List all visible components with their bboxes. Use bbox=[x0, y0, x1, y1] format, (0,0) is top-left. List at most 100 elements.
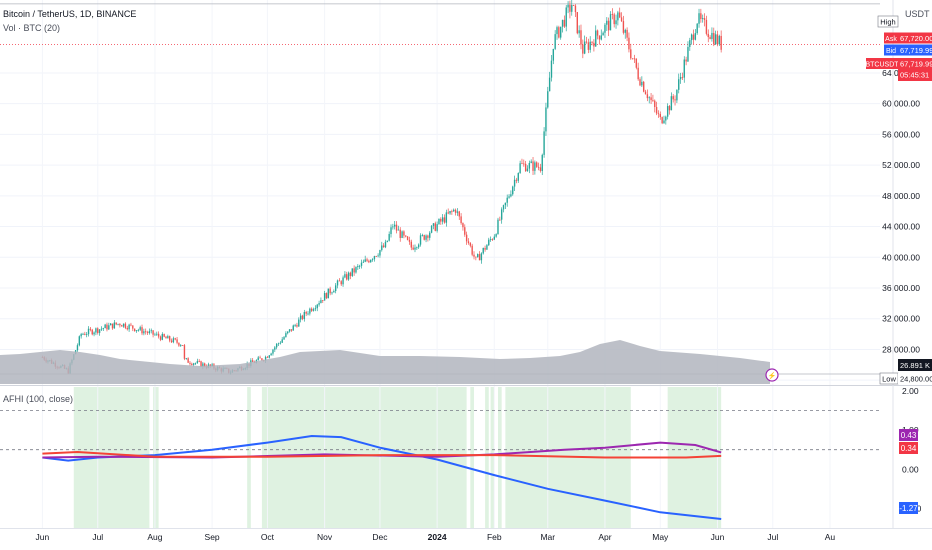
candle-body bbox=[709, 37, 711, 39]
high-label-bg bbox=[877, 15, 899, 28]
candle-body bbox=[689, 40, 691, 47]
candle-body bbox=[395, 224, 398, 231]
candle-body bbox=[349, 272, 352, 276]
candle-body bbox=[661, 117, 663, 124]
candle-body bbox=[532, 161, 534, 171]
candle-body bbox=[703, 18, 706, 20]
candle-body bbox=[119, 323, 121, 326]
candle-body bbox=[569, 4, 571, 12]
currency-label[interactable]: USDT bbox=[905, 9, 930, 19]
candle-body bbox=[716, 34, 719, 45]
candle-body bbox=[327, 288, 330, 299]
candle-body bbox=[663, 120, 665, 124]
candle-body bbox=[128, 324, 130, 330]
candle-body bbox=[556, 27, 558, 35]
alert-icon bbox=[765, 368, 779, 382]
candle-body bbox=[609, 14, 612, 31]
candle-body bbox=[637, 67, 639, 80]
candle-body bbox=[156, 333, 158, 335]
candle-body bbox=[183, 345, 186, 359]
candle-body bbox=[611, 14, 614, 16]
candle-body bbox=[209, 364, 211, 367]
time-tick-label: Dec bbox=[372, 532, 388, 542]
candle-body bbox=[465, 234, 468, 242]
candle-body bbox=[456, 211, 459, 213]
candle-body bbox=[630, 49, 632, 59]
candle-body bbox=[362, 261, 365, 263]
candle-body bbox=[303, 312, 306, 320]
candle-body bbox=[576, 12, 578, 34]
candle-body bbox=[181, 345, 184, 346]
candle-body bbox=[458, 211, 460, 217]
candle-body bbox=[76, 345, 79, 351]
candle-body bbox=[626, 29, 628, 38]
price-tick-label: 60,000.00 bbox=[882, 99, 920, 109]
time-tick-label: Jun bbox=[36, 532, 50, 542]
candle-body bbox=[408, 239, 411, 242]
candle-body bbox=[565, 7, 567, 27]
candle-body bbox=[425, 235, 427, 240]
candle-body bbox=[718, 35, 721, 45]
candle-body bbox=[489, 239, 492, 240]
candle-body bbox=[270, 353, 272, 356]
candle-body bbox=[386, 240, 389, 242]
candle-body bbox=[486, 245, 488, 250]
candle-body bbox=[122, 323, 125, 327]
candle-body bbox=[679, 77, 682, 80]
candle-body bbox=[460, 216, 462, 224]
candle-body bbox=[412, 247, 414, 250]
candle-body bbox=[499, 219, 501, 221]
candle-body bbox=[287, 331, 289, 334]
candle-body bbox=[622, 21, 625, 33]
candle-body bbox=[619, 12, 621, 18]
candle-body bbox=[578, 30, 580, 34]
oscillator-tick-label: 0.00 bbox=[902, 464, 919, 474]
candle-body bbox=[288, 329, 291, 332]
candle-body bbox=[274, 347, 276, 350]
candle-body bbox=[484, 247, 486, 250]
candle-body bbox=[366, 259, 368, 261]
candle-body bbox=[561, 19, 564, 27]
candle-body bbox=[615, 20, 617, 25]
candle-body bbox=[676, 89, 678, 101]
candle-body bbox=[427, 235, 429, 238]
candle-body bbox=[320, 300, 322, 304]
candle-body bbox=[311, 308, 313, 311]
volume-legend: Vol · BTC (20) bbox=[3, 23, 61, 33]
candle-body bbox=[312, 309, 315, 311]
candle-body bbox=[309, 308, 311, 314]
candle-body bbox=[299, 315, 302, 320]
candle-body bbox=[126, 327, 128, 330]
candle-body bbox=[251, 360, 254, 363]
candle-body bbox=[600, 35, 602, 40]
oscillator-tag-purple: 0.43 bbox=[901, 431, 917, 440]
candle-body bbox=[471, 245, 473, 255]
candle-body bbox=[476, 254, 479, 258]
candle-body bbox=[672, 96, 674, 100]
candle-body bbox=[388, 234, 390, 241]
candle-body bbox=[163, 334, 165, 337]
candle-body bbox=[453, 209, 455, 212]
candle-body bbox=[559, 26, 562, 38]
price-tick-label: 36,000.00 bbox=[882, 283, 920, 293]
candle-body bbox=[504, 202, 507, 206]
candle-body bbox=[277, 343, 280, 345]
candle-body bbox=[325, 293, 328, 299]
candle-body bbox=[580, 30, 582, 45]
candle-body bbox=[266, 356, 269, 358]
candle-body bbox=[401, 231, 403, 238]
candle-body bbox=[419, 235, 422, 245]
candle-body bbox=[382, 245, 385, 248]
candle-body bbox=[146, 332, 149, 334]
candle-body bbox=[687, 46, 689, 62]
candle-body bbox=[290, 329, 293, 331]
candle-body bbox=[423, 235, 425, 240]
candle-body bbox=[613, 14, 615, 25]
candle-body bbox=[659, 114, 661, 118]
candle-body bbox=[421, 235, 424, 236]
candle-body bbox=[702, 18, 704, 20]
candle-body bbox=[417, 244, 420, 248]
candle-body bbox=[526, 168, 529, 172]
candle-body bbox=[379, 250, 381, 256]
